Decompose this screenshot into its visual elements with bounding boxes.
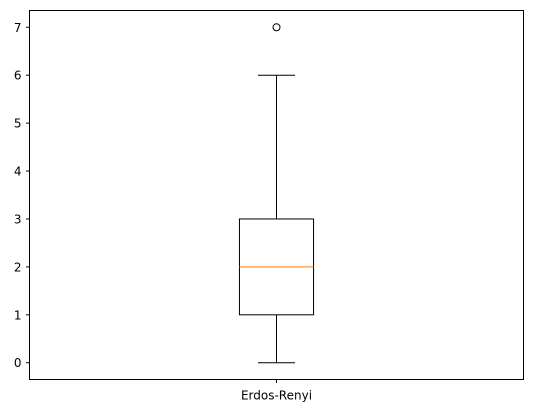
x-axis-ticks: Erdos-Renyi bbox=[241, 379, 312, 403]
y-tick-label: 3 bbox=[14, 212, 22, 226]
y-tick-label: 0 bbox=[14, 356, 22, 370]
box-plot-series bbox=[238, 23, 315, 364]
box-erdos-renyi bbox=[238, 23, 315, 364]
y-axis-ticks: 0 1 2 3 4 5 6 7 bbox=[14, 21, 30, 370]
y-tick-label: 7 bbox=[14, 21, 22, 35]
y-tick-label: 4 bbox=[14, 165, 22, 179]
x-tick-label: Erdos-Renyi bbox=[241, 389, 312, 403]
y-tick-label: 1 bbox=[14, 308, 22, 322]
outlier-point bbox=[272, 23, 281, 32]
y-tick-label: 5 bbox=[14, 117, 22, 131]
y-tick-label: 6 bbox=[14, 69, 22, 83]
y-tick-label: 2 bbox=[14, 260, 22, 274]
